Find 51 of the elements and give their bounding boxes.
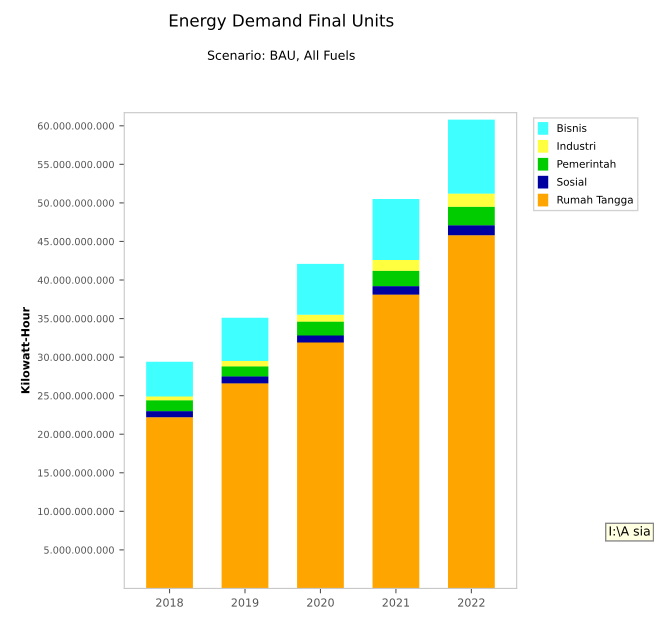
bar [448,120,495,194]
x-tick-label: 2020 [307,598,334,607]
y-tick-label: 50.000.000.000 [38,199,114,207]
chart-title: Energy Demand Final Units [170,14,394,30]
bar [146,396,193,400]
legend-label: Bisnis [558,124,586,132]
bar [297,322,344,336]
bar [372,286,420,295]
bar [222,360,268,366]
bar [448,206,495,226]
bar [372,270,420,286]
x-tick-label: 2018 [156,598,183,607]
y-tick-label: 25.000.000.000 [38,392,114,400]
y-tick-label: 10.000.000.000 [38,508,114,516]
bar [222,318,268,361]
legend-label: Rumah Tangga [558,196,633,206]
bar [297,264,344,315]
y-tick-label: 40.000.000.000 [38,276,114,284]
x-tick-label: 2019 [232,598,258,607]
bar [222,366,268,376]
y-tick-label: 35.000.000.000 [38,315,114,322]
x-tick-label: 2022 [458,598,484,607]
bar [448,235,495,588]
bar [146,362,193,396]
legend-label: Pemerintah [558,160,616,168]
y-tick-label: 45.000.000.000 [38,238,114,246]
bar [297,342,344,588]
y-tick-label: 60.000.000.000 [38,122,114,130]
legend-label: Industri [558,142,596,150]
bar [146,411,193,418]
x-tick-label: 2021 [382,598,410,607]
bar [222,383,268,588]
y-tick-label: 5.000.000.000 [44,546,114,554]
bar [448,225,495,236]
bar [448,194,495,207]
y-tick-label: 15.000.000.000 [38,469,114,477]
legend-label: Sosial [557,178,586,186]
bar [372,294,420,588]
chart-subtitle: Scenario: BAU, All Fuels [208,50,355,62]
bar [372,260,420,271]
bar [297,314,344,322]
bar [297,336,344,342]
y-tick-label: 55.000.000.000 [38,160,114,168]
y-tick-label: 20.000.000.000 [38,430,114,438]
bar [146,417,193,588]
bar [146,400,193,412]
y-tick-label: 30.000.000.000 [38,354,114,361]
text: I:\A sia [610,526,650,537]
bar [222,376,268,384]
bar [372,199,420,260]
y-axis-title: Kilowatt-Hour [20,307,30,394]
